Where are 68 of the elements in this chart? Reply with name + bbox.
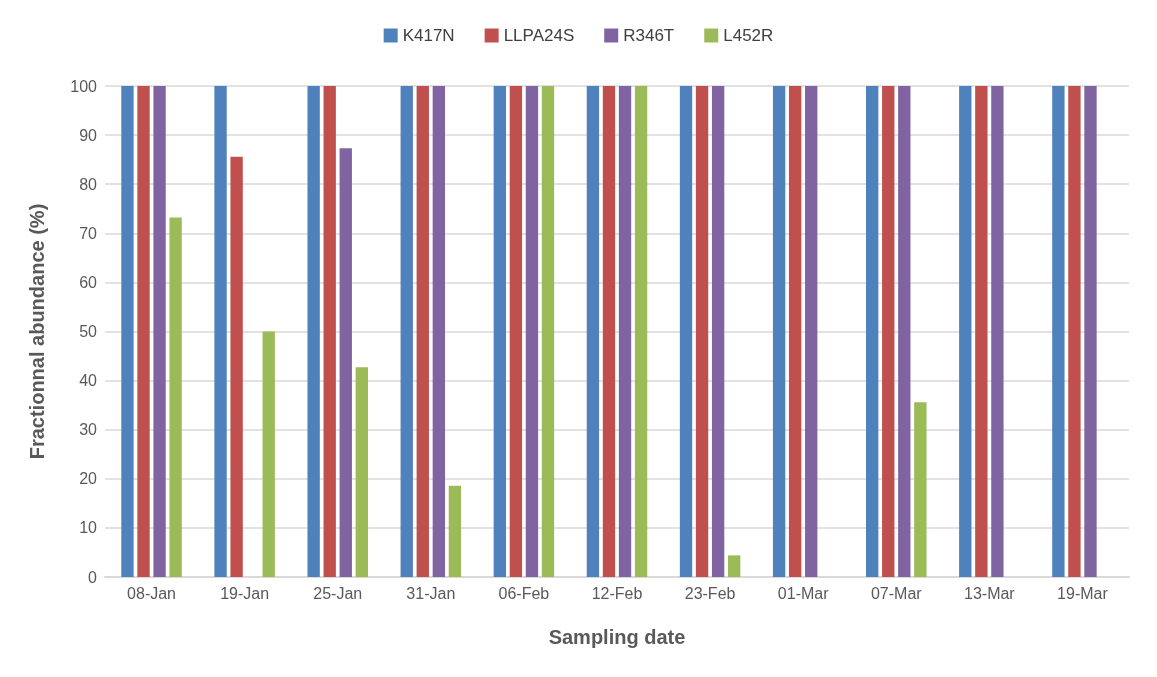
bar (153, 86, 166, 577)
bar (262, 331, 275, 577)
bar (866, 86, 879, 577)
bar (772, 86, 786, 577)
x-tick-label: 08-Jan (127, 584, 177, 602)
bar (541, 86, 555, 577)
bar (509, 86, 523, 577)
bar (695, 86, 709, 577)
x-tick-label: 23-Feb (684, 584, 736, 602)
x-tick-label: 01-Mar (777, 584, 830, 602)
bar (493, 86, 506, 577)
bar (1068, 86, 1081, 577)
y-tick-label: 70 (79, 224, 98, 242)
legend-label: LLPA24S (503, 26, 575, 45)
y-tick-label: 10 (79, 519, 98, 537)
y-tick-label: 80 (79, 175, 98, 193)
bar (586, 86, 600, 577)
y-tick-label: 20 (79, 470, 98, 488)
bar (882, 86, 895, 577)
x-tick-label: 06-Feb (498, 584, 550, 602)
y-tick-label: 40 (79, 372, 98, 390)
bar (788, 86, 802, 577)
bar (975, 86, 988, 577)
y-tick-label: 50 (79, 323, 98, 340)
legend-label: L452R (723, 26, 774, 45)
bar (711, 86, 725, 577)
x-tick-label: 07-Mar (870, 584, 923, 602)
bar (914, 402, 927, 577)
bar (1052, 86, 1065, 577)
y-tick-label: 60 (79, 273, 98, 291)
x-tick-label: 31-Jan (406, 584, 456, 602)
bar (805, 86, 818, 577)
bar (323, 86, 336, 577)
bar (121, 86, 134, 577)
bar (898, 86, 911, 577)
bar (525, 86, 539, 577)
bar (355, 367, 368, 577)
bar (137, 86, 150, 577)
bar (679, 86, 693, 577)
bar (339, 148, 352, 577)
bar (634, 86, 648, 577)
x-tick-label: 13-Mar (964, 584, 1016, 602)
legend-label: K417N (402, 26, 455, 45)
bar (602, 86, 616, 577)
y-tick-label: 0 (88, 568, 98, 586)
bar (400, 86, 413, 577)
bar (416, 86, 429, 577)
bar (214, 86, 227, 577)
bar (169, 217, 182, 577)
bar (959, 86, 972, 577)
y-tick-label: 100 (70, 77, 98, 95)
legend-label: R346T (623, 26, 675, 45)
x-tick-label: 19-Jan (220, 584, 270, 602)
bar (1084, 86, 1097, 577)
x-tick-label: 19-Mar (1057, 584, 1109, 602)
bar (448, 485, 462, 577)
x-axis-title: Sampling date (548, 626, 686, 648)
bar (991, 86, 1004, 577)
bar (307, 86, 320, 577)
bar (432, 86, 446, 577)
x-tick-label: 12-Feb (591, 584, 643, 602)
bar (728, 555, 741, 577)
x-tick-label: 25-Jan (313, 584, 363, 602)
y-tick-label: 90 (79, 126, 98, 144)
bar (230, 156, 243, 577)
y-tick-label: 30 (79, 421, 98, 439)
y-axis-title: Fractionnal abundance (%) (26, 203, 48, 460)
bar (618, 86, 632, 577)
